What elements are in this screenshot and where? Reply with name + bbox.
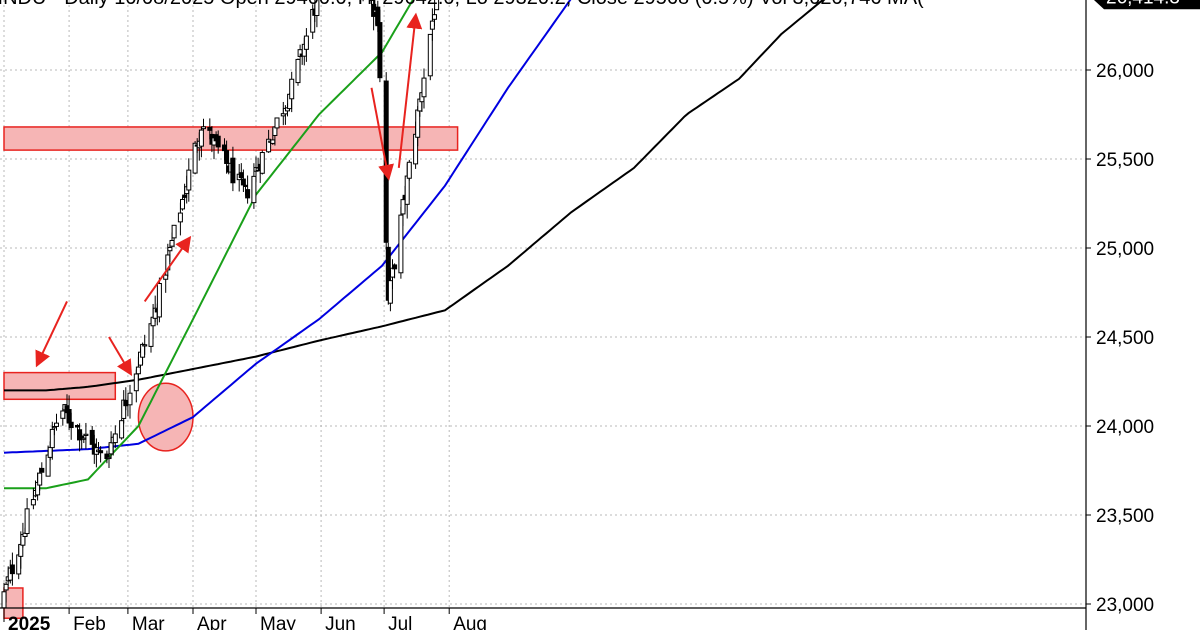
candle-body bbox=[99, 451, 103, 453]
candle-body bbox=[143, 345, 147, 346]
candle-body bbox=[109, 443, 113, 454]
candle-body bbox=[149, 324, 153, 347]
y-tick-label: 24,500 bbox=[1096, 328, 1154, 349]
candle-body bbox=[407, 162, 411, 178]
candle-body bbox=[120, 421, 124, 438]
x-tick-label: May bbox=[260, 614, 296, 630]
candle-body bbox=[246, 190, 250, 198]
candle-body bbox=[181, 199, 185, 208]
candle-body bbox=[67, 410, 71, 423]
candle-body bbox=[231, 158, 235, 183]
candle-body bbox=[388, 281, 392, 304]
candle-body bbox=[223, 145, 227, 151]
value-tag-label: 26,414.3 bbox=[1106, 0, 1180, 8]
x-tick-label: Mar bbox=[132, 614, 165, 630]
candle-body bbox=[134, 374, 138, 391]
candle-body bbox=[430, 21, 434, 29]
candle-body bbox=[296, 59, 300, 82]
candle-body bbox=[46, 455, 50, 476]
candle-body bbox=[61, 411, 65, 418]
candle-body bbox=[244, 185, 248, 186]
value-tags-layer: 29,56828,876.728,293.526,414.3 bbox=[1090, 0, 1200, 9]
y-tick-label: 23,500 bbox=[1096, 506, 1154, 527]
y-tick-label: 24,000 bbox=[1096, 417, 1154, 438]
candle-body bbox=[241, 179, 245, 185]
candle-body bbox=[84, 434, 88, 435]
candle-body bbox=[225, 151, 229, 164]
x-tick-label: Aug bbox=[453, 614, 487, 630]
candle-body bbox=[107, 457, 111, 458]
candle-body bbox=[136, 367, 140, 374]
x-tick-label: Jul bbox=[388, 614, 412, 630]
y-tick-label: 26,000 bbox=[1096, 61, 1154, 82]
x-tick-label: Apr bbox=[197, 614, 227, 630]
candle-body bbox=[433, 15, 437, 20]
candle-body bbox=[193, 143, 197, 173]
candle-body bbox=[113, 434, 117, 443]
candle-body bbox=[271, 140, 275, 143]
candle-body bbox=[82, 438, 86, 439]
chart-header: .INDU - Daily 10/08/2025 Open 29400.0, H… bbox=[0, 0, 924, 9]
y-tick-label: 25,000 bbox=[1096, 239, 1154, 260]
candle-body bbox=[401, 200, 405, 214]
candle-body bbox=[208, 127, 212, 130]
candle-body bbox=[290, 79, 294, 99]
candle-body bbox=[416, 110, 420, 137]
candle-body bbox=[80, 436, 84, 438]
candle-body bbox=[378, 23, 382, 78]
candle-body bbox=[304, 36, 308, 49]
candle-body bbox=[405, 176, 409, 204]
candle-body bbox=[414, 134, 418, 164]
candle-body bbox=[69, 422, 73, 427]
candle-body bbox=[202, 127, 206, 129]
candle-body bbox=[239, 173, 243, 178]
candle-body bbox=[422, 78, 426, 97]
candle-body bbox=[399, 215, 403, 273]
candle-body bbox=[393, 265, 397, 269]
y-tick-label: 23,000 bbox=[1096, 595, 1154, 616]
x-tick-label: 2025 bbox=[8, 614, 51, 630]
x-tick-label: Jun bbox=[325, 614, 356, 630]
candle-body bbox=[164, 275, 168, 279]
candle-body bbox=[168, 247, 172, 250]
candle-body bbox=[157, 283, 161, 316]
candle-body bbox=[50, 429, 54, 447]
candle-body bbox=[10, 565, 14, 574]
candle-body bbox=[4, 584, 8, 590]
candle-body bbox=[90, 430, 94, 444]
candle-body bbox=[170, 240, 174, 246]
candle-body bbox=[76, 425, 80, 427]
candle-body bbox=[199, 130, 203, 146]
x-tick-label: Feb bbox=[73, 614, 106, 630]
candle-body bbox=[78, 430, 82, 440]
support-zone bbox=[4, 127, 458, 150]
value-tag: 26,414.3 bbox=[1090, 0, 1200, 9]
candle-body bbox=[31, 500, 35, 505]
y-tick-label: 25,500 bbox=[1096, 150, 1154, 171]
candle-body bbox=[187, 170, 191, 190]
candle-body bbox=[252, 176, 256, 202]
candle-body bbox=[172, 225, 176, 238]
candle-body bbox=[19, 544, 23, 556]
candle-body bbox=[391, 268, 395, 277]
candle-body bbox=[38, 473, 42, 485]
candle-body bbox=[183, 195, 187, 197]
candle-body bbox=[40, 468, 44, 472]
candle-body bbox=[178, 213, 182, 222]
candle-body bbox=[428, 34, 432, 75]
candle-body bbox=[25, 509, 29, 534]
candle-body bbox=[216, 136, 220, 147]
candle-body bbox=[260, 153, 264, 174]
candle-body bbox=[55, 423, 59, 426]
candle-body bbox=[128, 393, 132, 405]
candle-body bbox=[275, 118, 279, 128]
candle-body bbox=[48, 447, 52, 457]
candle-body bbox=[2, 592, 6, 608]
candle-body bbox=[17, 555, 21, 574]
